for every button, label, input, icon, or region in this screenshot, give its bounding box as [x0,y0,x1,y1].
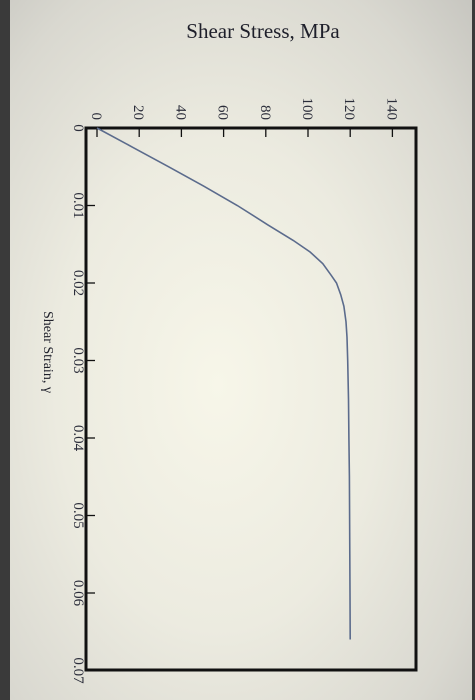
stress-tick-label: 80 [257,105,273,120]
strain-tick-label: 0.07 [70,657,86,684]
stress-tick-label: 40 [172,105,188,120]
stress-tick-label: 120 [341,98,357,121]
strain-tick-label: 0.06 [70,580,86,607]
strain-tick-label: 0.05 [70,502,86,528]
strain-tick-label: 0.03 [70,347,86,373]
stress-tick-label: 20 [130,105,146,120]
stress-tick-label: 0 [88,113,104,121]
strain-tick-label: 0.02 [70,270,86,296]
stress-tick-label: 140 [383,98,399,121]
photo-background: Shear Stress, MPa 0 20 40 60 80 100 120 140 0 0.… [10,0,472,700]
stress-tick-label: 100 [299,98,315,121]
rotated-chart: Shear Stress, MPa 0 20 40 60 80 100 120 140 0 0.… [40,19,418,684]
stress-tick-label: 60 [215,105,231,120]
strain-axis-ticks: 0 0.01 0.02 0.03 0.04 0.05 0.06 0.07 [70,124,95,684]
chart-title: Shear Stress, MPa [186,19,340,43]
strain-tick-label: 0.01 [70,192,86,218]
stress-strain-curve [96,127,351,640]
strain-tick-label: 0 [70,124,86,132]
stress-axis-ticks: 0 20 40 60 80 100 120 140 [88,98,399,137]
x-axis-title: Shear Strain, γ [40,311,55,393]
strain-tick-label: 0.04 [70,425,86,452]
plot-frame [84,126,418,672]
